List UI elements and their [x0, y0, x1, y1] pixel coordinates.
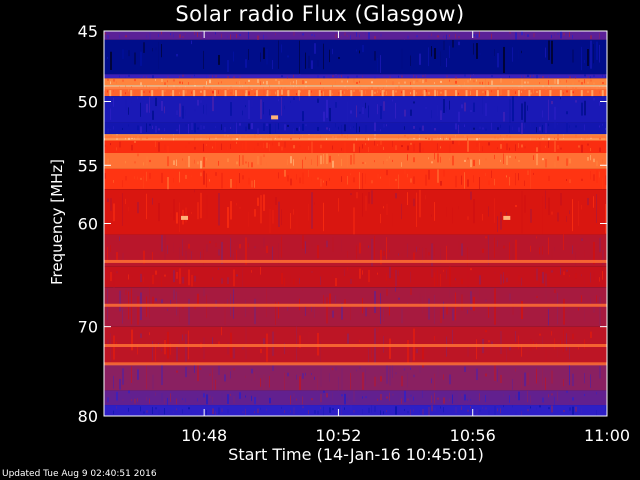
- y-tick-label-3: 60: [78, 215, 98, 234]
- y-axis-label: Frequency [MHz]: [48, 159, 66, 285]
- intensity-band-10: [104, 152, 607, 169]
- noise-texture-15: [107, 287, 601, 327]
- intensity-band-17: [104, 363, 607, 391]
- intensity-band-11: [104, 168, 607, 190]
- y-tick-label-1: 50: [78, 93, 98, 112]
- noise-texture-6: [104, 96, 600, 123]
- x-axis-label: Start Time (14-Jan-16 10:45:01): [228, 445, 484, 464]
- periodic-spikes: [109, 90, 604, 97]
- intensity-band-0: [104, 31, 607, 40]
- intensity-band-7: [104, 122, 607, 135]
- noise-texture-0: [104, 31, 600, 40]
- intensity-band-3: [104, 78, 607, 86]
- noise-texture-2: [104, 74, 606, 79]
- intensity-band-14: [104, 266, 607, 288]
- intensity-band-5: [104, 89, 607, 97]
- x-tick-label-0: 10:48: [181, 426, 227, 445]
- intensity-band-2: [104, 74, 607, 79]
- noise-texture-14: [104, 266, 603, 288]
- bright-line-4: [104, 343, 607, 347]
- y-tick-label-5: 80: [78, 407, 98, 426]
- noise-texture-9: [104, 140, 607, 153]
- hot-spot-2: [503, 215, 511, 220]
- bright-line-0: [104, 86, 607, 90]
- intensity-band-1: [104, 39, 607, 75]
- bright-line-3: [104, 303, 607, 307]
- chart-title: Solar radio Flux (Glasgow): [175, 2, 465, 26]
- noise-texture-1: [107, 40, 600, 74]
- noise-texture-7: [107, 122, 606, 135]
- x-tick-label-2: 10:56: [450, 426, 496, 445]
- noise-texture-19: [113, 405, 606, 416]
- hot-spot-1: [271, 115, 279, 120]
- noise-texture-10: [107, 153, 603, 169]
- intensity-band-18: [104, 390, 607, 406]
- noise-texture-12: [107, 189, 606, 235]
- y-tick-label-2: 55: [78, 156, 98, 175]
- intensity-band-12: [104, 189, 607, 235]
- bright-line-5: [104, 362, 607, 366]
- y-tick-label-0: 45: [78, 22, 98, 41]
- noise-texture-17: [113, 364, 601, 391]
- updated-timestamp: Updated Tue Aug 9 02:40:51 2016: [2, 469, 157, 479]
- noise-texture-11: [104, 169, 607, 190]
- intensity-band-19: [104, 405, 607, 416]
- noise-texture-18: [104, 390, 607, 405]
- bright-line-1: [104, 135, 607, 139]
- bright-line-2: [104, 259, 607, 263]
- noise-texture-13: [104, 234, 604, 267]
- intensity-band-9: [104, 140, 607, 153]
- plot-area: [104, 31, 607, 416]
- intensity-band-15: [104, 287, 607, 327]
- noise-texture-5: [104, 89, 600, 97]
- x-tick-label-3: 11:00: [584, 426, 630, 445]
- noise-texture-3: [107, 78, 604, 86]
- x-tick-label-1: 10:52: [315, 426, 361, 445]
- hot-spot-0: [181, 215, 189, 220]
- y-tick-label-4: 70: [78, 318, 98, 337]
- intensity-band-6: [104, 96, 607, 123]
- axis-ticks: 45 50 55 60 70 80 10:48 10:52 10:56 11:00: [78, 22, 630, 445]
